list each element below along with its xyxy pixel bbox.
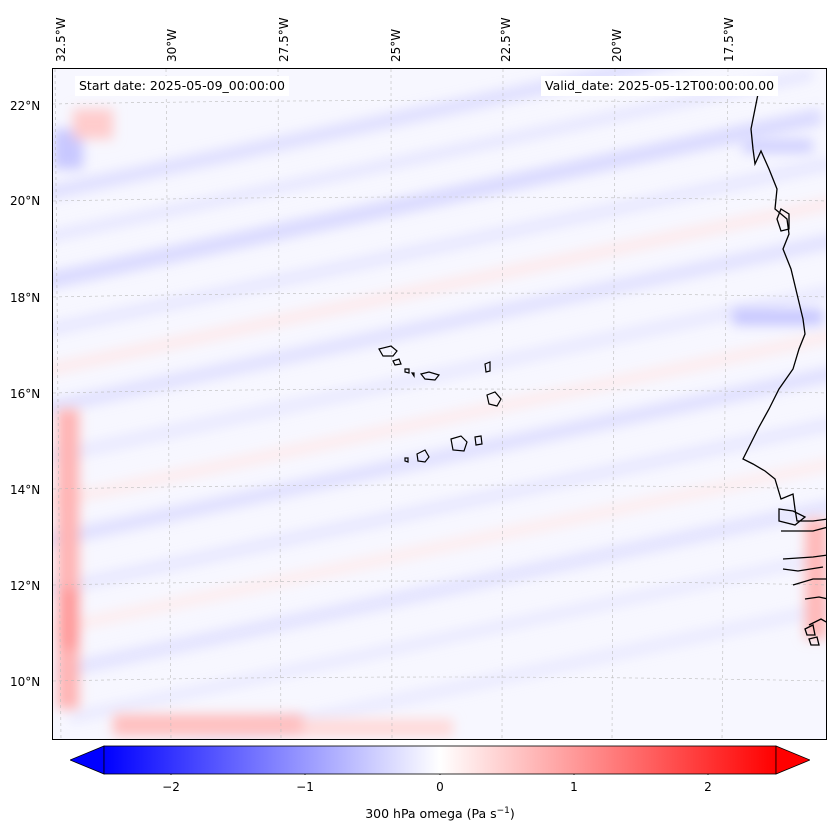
- colorbar-ticks: [170, 774, 709, 775]
- lon-label: 22.5°W: [499, 17, 513, 62]
- lat-label: 20°N: [10, 194, 41, 208]
- omega-field-streaks: [53, 69, 826, 739]
- omega-field-map: [53, 69, 826, 739]
- lat-label: 12°N: [10, 579, 41, 593]
- colorbar-tick-label: −2: [162, 780, 180, 794]
- colorbar-extend-min: [70, 745, 105, 775]
- lon-label: 25°W: [389, 28, 403, 62]
- boundary-artefacts: [53, 109, 826, 737]
- lon-label: 27.5°W: [277, 17, 291, 62]
- colorbar: [70, 745, 810, 775]
- colorbar-gradient: [103, 745, 777, 775]
- colorbar-label-suffix: ): [509, 806, 515, 822]
- colorbar-extend-max: [775, 745, 810, 775]
- colorbar-label: 300 hPa omega (Pa s−1): [0, 806, 837, 821]
- colorbar-tick-label: 0: [436, 780, 444, 794]
- lat-label: 10°N: [10, 675, 41, 689]
- colorbar-tick-label: 2: [704, 780, 712, 794]
- lon-label: 30°W: [165, 28, 179, 62]
- lat-label: 18°N: [10, 291, 41, 305]
- lon-label: 32.5°W: [54, 17, 68, 62]
- colorbar-label-prefix: 300 hPa omega (Pa s: [365, 806, 497, 822]
- west-africa-coastline: [742, 88, 826, 646]
- lon-label: 20°W: [610, 28, 624, 62]
- start-date-label: Start date: 2025-05-09_00:00:00: [75, 76, 289, 96]
- colorbar-label-exponent: −1: [496, 806, 510, 816]
- gridlines: [53, 69, 826, 739]
- map-panel: [52, 68, 827, 740]
- lat-label: 14°N: [10, 483, 41, 497]
- lat-label: 16°N: [10, 387, 41, 401]
- valid-date-label: Valid_date: 2025-05-12T00:00:00.00: [541, 76, 779, 96]
- colorbar-tick-label: −1: [296, 780, 314, 794]
- colorbar-tick-label: 1: [570, 780, 578, 794]
- lat-label: 22°N: [10, 99, 41, 113]
- cabo-verde-islands: [378, 345, 502, 463]
- lon-label: 17.5°W: [722, 17, 736, 62]
